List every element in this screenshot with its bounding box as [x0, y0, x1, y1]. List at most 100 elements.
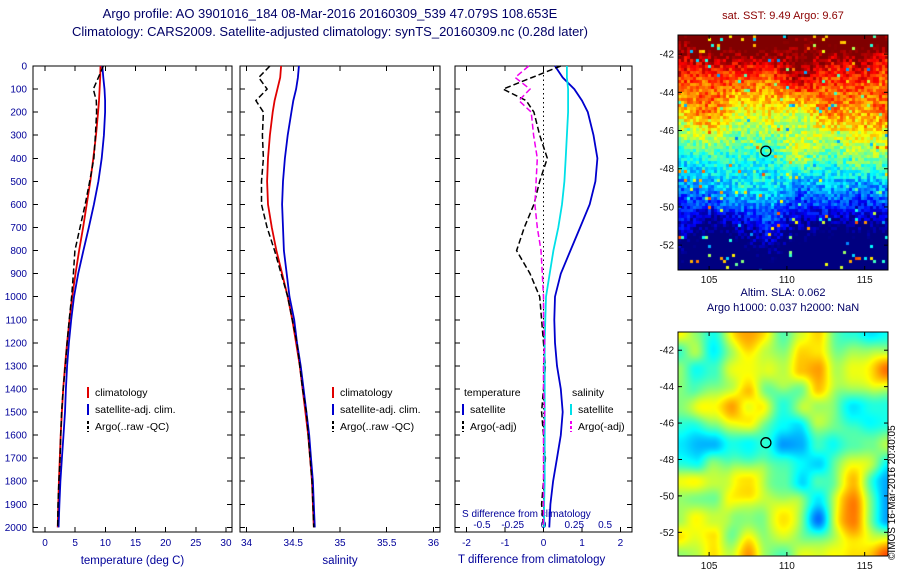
svg-text:110: 110	[779, 275, 795, 286]
svg-text:-2: -2	[462, 538, 471, 549]
difference-profile-line-argo-adj-s	[514, 65, 546, 528]
svg-text:0: 0	[42, 538, 48, 549]
salinity-profile-legend: climatology satellite-adj. clim. Argo(..ra…	[332, 387, 421, 433]
svg-text:400: 400	[10, 154, 27, 165]
temperature-profile-line-satellite-adj-clim-	[57, 65, 106, 528]
svg-text:1800: 1800	[5, 477, 28, 488]
svg-text:34: 34	[241, 538, 253, 549]
svg-text:5: 5	[72, 538, 78, 549]
sla-map-title: Altim. SLA: 0.062	[740, 287, 826, 299]
svg-text:1700: 1700	[5, 454, 28, 465]
svg-text:34.5: 34.5	[284, 538, 304, 549]
svg-text:Argo(..raw -QC): Argo(..raw -QC)	[340, 421, 414, 433]
svg-text:temperature: temperature	[464, 387, 521, 399]
sst-map-image	[678, 35, 888, 270]
svg-text:36: 36	[428, 538, 440, 549]
svg-text:1200: 1200	[5, 338, 28, 349]
difference-profile-panel: -2 -1 0 1 2 T difference from climatology S di…	[454, 65, 633, 566]
svg-text:salinity: salinity	[572, 387, 605, 399]
svg-text:-42: -42	[660, 346, 675, 357]
sla-map-subtitle: Argo h1000: 0.037 h2000: NaN	[706, 302, 860, 314]
sst-map-float-position-marker	[760, 145, 772, 157]
salinity-profile-panel: 34 34.5 35 35.5 36 salinity climatology satelli…	[239, 65, 441, 567]
salinity-profile-line-satellite-adj-clim-	[281, 65, 316, 528]
salinity-profile-line-argo-raw-qc-	[254, 65, 315, 528]
sla-map-frame: 105 110 115 -42 -44 -46 -48 -50 -52	[660, 331, 889, 572]
svg-text:800: 800	[10, 246, 27, 257]
svg-text:10: 10	[100, 538, 112, 549]
sst-map-frame: 105 110 115 -42 -44 -46 -48 -50 -52	[660, 34, 889, 286]
svg-text:0: 0	[541, 538, 547, 549]
svg-text:-46: -46	[660, 126, 675, 137]
svg-text:200: 200	[10, 108, 27, 119]
svg-text:satellite: satellite	[470, 404, 506, 416]
svg-text:-0.25: -0.25	[501, 520, 524, 531]
svg-text:105: 105	[701, 561, 718, 572]
svg-text:20: 20	[160, 538, 172, 549]
svg-text:900: 900	[10, 269, 27, 280]
svg-text:temperature (deg C): temperature (deg C)	[81, 555, 185, 567]
svg-text:25: 25	[190, 538, 202, 549]
svg-text:1400: 1400	[5, 384, 28, 395]
svg-text:-48: -48	[660, 455, 675, 466]
difference-profile-line-satellite-s	[543, 66, 569, 528]
svg-text:-1: -1	[501, 538, 510, 549]
svg-text:700: 700	[10, 223, 27, 234]
figure-title-line-2: Climatology: CARS2009. Satellite-adjuste…	[72, 24, 588, 39]
difference-profile-line-satellite-t	[548, 65, 599, 528]
svg-text:Argo(-adj): Argo(-adj)	[470, 421, 517, 433]
svg-text:500: 500	[10, 177, 27, 188]
svg-text:-44: -44	[660, 88, 675, 99]
svg-text:salinity: salinity	[322, 555, 357, 567]
sst-map-title: sat. SST: 9.49 Argo: 9.67	[722, 10, 844, 22]
sla-map-float-position-marker	[760, 437, 772, 449]
svg-text:1100: 1100	[5, 315, 27, 326]
svg-text:105: 105	[701, 275, 718, 286]
svg-text:-48: -48	[660, 164, 675, 175]
svg-text:600: 600	[10, 200, 27, 211]
svg-text:-50: -50	[660, 491, 675, 502]
svg-text:-52: -52	[660, 528, 675, 539]
svg-text:T difference from climatology: T difference from climatology	[458, 554, 605, 566]
svg-text:2000: 2000	[5, 523, 28, 534]
svg-text:0: 0	[21, 62, 27, 73]
svg-text:35.5: 35.5	[377, 538, 397, 549]
svg-text:30: 30	[220, 538, 232, 549]
svg-text:1500: 1500	[5, 408, 28, 419]
svg-text:climatology: climatology	[95, 387, 148, 399]
svg-text:climatology: climatology	[340, 387, 393, 399]
svg-text:-0.5: -0.5	[473, 520, 491, 531]
salinity-profile-axes: 34 34.5 35 35.5 36 salinity	[240, 65, 440, 567]
difference-profile-legend: temperature satellite Argo(-adj) salinity sa…	[462, 387, 625, 433]
temperature-profile-axes: 0 5 10 15 20 25 300100200300400500600700800900…	[5, 62, 232, 567]
svg-text:satellite-adj. clim.: satellite-adj. clim.	[340, 404, 421, 416]
svg-text:Argo(..raw -QC): Argo(..raw -QC)	[95, 421, 169, 433]
svg-text:110: 110	[779, 561, 795, 572]
svg-text:satellite: satellite	[578, 404, 614, 416]
sla-map-image	[678, 332, 888, 556]
svg-text:satellite-adj. clim.: satellite-adj. clim.	[95, 404, 176, 416]
svg-text:1900: 1900	[5, 500, 28, 511]
svg-text:100: 100	[10, 85, 27, 96]
svg-text:-46: -46	[660, 419, 675, 430]
svg-text:Argo(-adj): Argo(-adj)	[578, 421, 625, 433]
svg-text:S difference from climatology: S difference from climatology	[462, 509, 591, 520]
svg-text:15: 15	[130, 538, 142, 549]
svg-text:1300: 1300	[5, 361, 28, 372]
difference-profile-axes: -2 -1 0 1 2 T difference from climatology	[455, 65, 632, 566]
svg-text:1000: 1000	[5, 292, 28, 303]
temperature-profile-panel: 0 5 10 15 20 25 300100200300400500600700800900…	[5, 62, 233, 567]
svg-text:-42: -42	[660, 50, 675, 61]
svg-text:115: 115	[857, 561, 873, 572]
temperature-profile-legend: climatology satellite-adj. clim. Argo(..ra…	[87, 387, 176, 433]
svg-text:35: 35	[334, 538, 346, 549]
svg-text:0.5: 0.5	[598, 520, 612, 531]
svg-text:-50: -50	[660, 202, 675, 213]
svg-text:1600: 1600	[5, 431, 28, 442]
svg-text:2: 2	[618, 538, 624, 549]
svg-text:0.25: 0.25	[565, 520, 585, 531]
svg-text:300: 300	[10, 131, 27, 142]
figure-title-line-1: Argo profile: AO 3901016_184 08-Mar-2016…	[102, 6, 558, 21]
